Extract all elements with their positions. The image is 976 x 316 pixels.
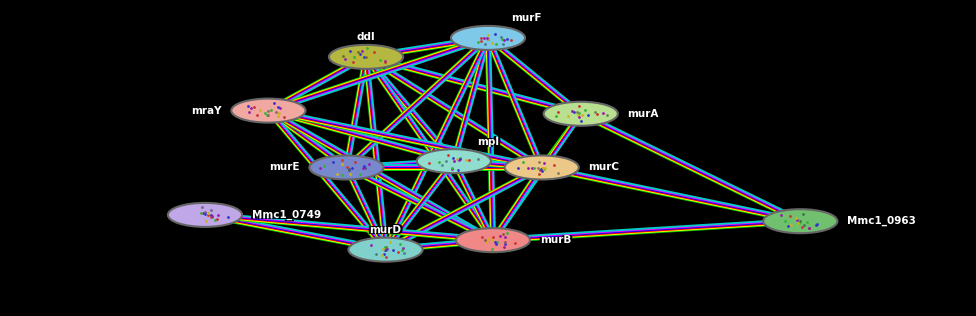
Text: murB: murB	[542, 236, 573, 246]
Circle shape	[451, 26, 525, 50]
Text: ddl: ddl	[354, 33, 374, 43]
Text: mraY: mraY	[193, 105, 224, 115]
Text: mraY: mraY	[189, 106, 220, 116]
Text: murF: murF	[513, 14, 544, 24]
Text: murF: murF	[509, 13, 540, 23]
Circle shape	[231, 99, 305, 123]
Text: murB: murB	[542, 234, 573, 245]
Text: murC: murC	[590, 163, 622, 173]
Circle shape	[329, 45, 403, 69]
Text: murA: murA	[628, 109, 659, 119]
Text: murF: murF	[513, 13, 544, 23]
Text: murD: murD	[370, 225, 401, 235]
Text: murE: murE	[271, 162, 302, 172]
Text: Mmc1_0963: Mmc1_0963	[847, 216, 916, 226]
Text: mpl: mpl	[475, 137, 498, 147]
Text: murA: murA	[630, 108, 661, 118]
Text: mpl: mpl	[477, 137, 500, 147]
Text: mpl: mpl	[475, 136, 498, 146]
Text: murB: murB	[538, 234, 569, 245]
Text: murF: murF	[511, 13, 542, 23]
Text: murD: murD	[372, 226, 403, 236]
Text: murD: murD	[368, 224, 399, 234]
Circle shape	[763, 209, 837, 233]
Text: murD: murD	[368, 226, 399, 236]
Text: mraY: mraY	[191, 106, 222, 116]
Circle shape	[348, 238, 423, 262]
Text: murF: murF	[509, 14, 540, 24]
Text: murC: murC	[587, 162, 618, 172]
Text: Mmc1_0749: Mmc1_0749	[250, 209, 319, 219]
Text: murB: murB	[540, 235, 571, 245]
Text: Mmc1_0963: Mmc1_0963	[849, 216, 918, 226]
Text: ddl: ddl	[354, 32, 374, 42]
Text: murA: murA	[626, 109, 657, 119]
Text: murC: murC	[587, 163, 618, 173]
Text: murE: murE	[267, 162, 298, 172]
Text: murE: murE	[269, 162, 300, 173]
Text: murC: murC	[590, 162, 622, 172]
Circle shape	[544, 102, 618, 126]
Text: Mmc1_0963: Mmc1_0963	[849, 217, 918, 227]
Text: mraY: mraY	[189, 105, 220, 115]
Text: murA: murA	[626, 108, 657, 118]
Text: Mmc1_0749: Mmc1_0749	[250, 210, 319, 221]
Text: murA: murA	[630, 109, 661, 119]
Text: mpl: mpl	[479, 137, 502, 147]
Text: Mmc1_0963: Mmc1_0963	[845, 216, 915, 226]
Text: mraY: mraY	[193, 106, 224, 116]
Text: Mmc1_0963: Mmc1_0963	[845, 217, 915, 227]
Text: Mmc1_0749: Mmc1_0749	[254, 209, 323, 219]
Text: ddl: ddl	[358, 33, 378, 43]
Circle shape	[417, 149, 491, 173]
Text: ddl: ddl	[358, 32, 378, 42]
Text: mpl: mpl	[479, 136, 502, 146]
Text: murD: murD	[372, 224, 403, 234]
Text: murC: murC	[589, 162, 620, 173]
Text: murE: murE	[267, 163, 298, 173]
Circle shape	[168, 203, 242, 227]
Circle shape	[309, 155, 384, 179]
Circle shape	[505, 155, 579, 179]
Circle shape	[456, 228, 530, 252]
Text: murB: murB	[538, 236, 569, 246]
Text: Mmc1_0749: Mmc1_0749	[252, 210, 321, 220]
Text: ddl: ddl	[356, 32, 376, 42]
Text: murE: murE	[271, 163, 302, 173]
Text: Mmc1_0749: Mmc1_0749	[254, 210, 323, 221]
